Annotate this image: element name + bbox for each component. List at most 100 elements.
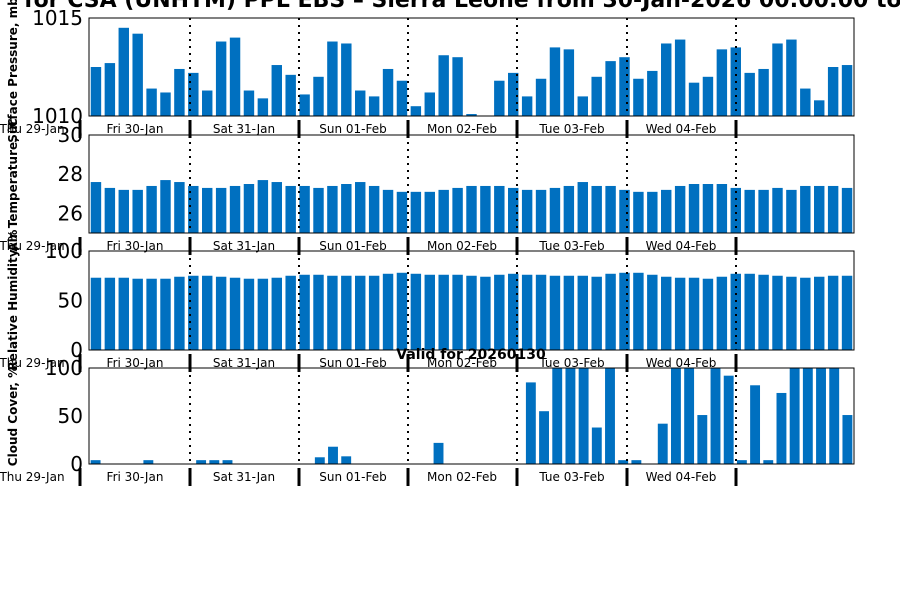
- panel3-bar: [285, 275, 296, 350]
- x-day-label: Wed 04-Feb: [646, 122, 717, 136]
- y-tick-label: 50: [58, 404, 83, 428]
- panel2-bar: [827, 185, 839, 233]
- panel3-bar: [396, 272, 408, 350]
- x-day-label: Sat 31-Jan: [213, 239, 275, 253]
- x-day-label: Sun 01-Feb: [319, 470, 387, 484]
- x-day-label: Mon 02-Feb: [427, 239, 497, 253]
- panel2-bar: [410, 191, 422, 233]
- panel1-bar: [619, 57, 630, 116]
- panel4-bar: [605, 368, 615, 464]
- panel4-bar: [143, 460, 154, 464]
- panel1-bar: [285, 74, 296, 116]
- panel1-bar: [132, 33, 143, 116]
- y-tick-label: 1010: [32, 104, 83, 128]
- panel2-bar: [480, 185, 491, 233]
- panel4-bar: [631, 460, 642, 464]
- panel3-bar: [174, 276, 185, 350]
- panel1-bar: [202, 90, 213, 116]
- panel4-bar: [222, 460, 233, 464]
- panel1-bar: [271, 65, 282, 116]
- panel4-bar: [684, 368, 695, 464]
- panel4-bar: [763, 460, 774, 464]
- panel4-bar: [697, 415, 708, 464]
- panel2-bar: [508, 187, 519, 233]
- panel3-bar: [229, 277, 241, 350]
- x-day-label: Wed 04-Feb: [646, 356, 717, 370]
- panel1-bar: [521, 96, 533, 116]
- panel2-bar: [605, 185, 616, 233]
- x-day-label: Fri 30-Jan: [107, 356, 164, 370]
- panel3-bar: [800, 277, 811, 350]
- panel1-bar: [508, 72, 519, 116]
- panel4-bar: [829, 368, 840, 464]
- panel3-bar: [452, 274, 463, 350]
- x-day-label: Sun 01-Feb: [319, 356, 387, 370]
- panel1-bar: [466, 114, 477, 116]
- panel1-bar: [341, 43, 352, 117]
- panel1-bar: [90, 67, 102, 116]
- panel3-bar: [313, 274, 324, 350]
- panel3-bar: [619, 272, 630, 350]
- panel3-bar: [118, 277, 129, 350]
- panel1-bar: [758, 68, 769, 116]
- panel3-bar: [355, 275, 366, 350]
- panel4-bar: [578, 368, 589, 464]
- panel1-bar: [591, 76, 602, 116]
- panel1-bar: [299, 94, 310, 116]
- panel4-bar: [525, 382, 536, 464]
- panel3-bar: [243, 278, 255, 350]
- panel3-bar: [647, 274, 658, 350]
- y-axis-label: Surface Pressure, mb: [6, 0, 20, 143]
- panel3-bar: [368, 275, 380, 350]
- panel4-bar: [802, 368, 813, 464]
- panel1-bar: [772, 43, 783, 117]
- x-day-label: Tue 03-Feb: [538, 122, 604, 136]
- panel3-bar: [160, 278, 171, 350]
- y-tick-label: 100: [45, 239, 83, 263]
- panel3-bar: [633, 272, 644, 350]
- panel2-bar: [368, 185, 380, 233]
- panel2-bar: [257, 180, 269, 233]
- panel3-bar: [591, 276, 602, 350]
- x-day-label: Sat 31-Jan: [213, 470, 275, 484]
- panel1-bar: [549, 47, 561, 116]
- panel4-bar: [90, 460, 101, 464]
- panel2-bar: [271, 182, 282, 233]
- panel1-bar: [744, 72, 755, 116]
- panel2-bar: [647, 191, 658, 233]
- panel2-bar: [438, 189, 449, 233]
- panel1-bar: [605, 61, 616, 116]
- panel2-bar: [591, 185, 602, 233]
- panel4-bar: [591, 427, 602, 464]
- panel1-bar: [174, 68, 185, 116]
- panel2-bar: [744, 189, 755, 233]
- panel2-bar: [118, 189, 129, 233]
- panel1-bar: [563, 49, 575, 116]
- panel3-bar: [424, 274, 435, 350]
- x-day-label: Mon 02-Feb: [427, 356, 497, 370]
- panel3-bar: [299, 274, 310, 350]
- panel1-frame: [88, 17, 855, 117]
- panel2-bar: [730, 187, 741, 233]
- panel4-bar: [723, 375, 734, 464]
- y-axis-label: Relative Humidity, %: [6, 230, 20, 371]
- x-day-label: Wed 04-Feb: [646, 470, 717, 484]
- panel1-bar: [688, 82, 700, 116]
- x-day-label: Fri 30-Jan: [107, 470, 164, 484]
- panel2-bar: [633, 191, 644, 233]
- panel2-bar: [549, 187, 561, 233]
- panel3-bar: [410, 273, 422, 350]
- panel4-bar: [816, 368, 826, 464]
- panel3-bar: [438, 274, 449, 350]
- panel2-bar: [466, 185, 477, 233]
- x-first-day-label: Thu 29-Jan: [0, 356, 65, 370]
- panel1-bar: [452, 57, 463, 116]
- panel1-bar: [368, 96, 380, 116]
- panel2-bar: [716, 184, 728, 233]
- panel2-bar: [786, 189, 797, 233]
- panel1-bar: [800, 88, 811, 116]
- panel4-bar: [565, 368, 576, 464]
- y-axis-label: Cloud Cover, %: [6, 366, 20, 466]
- panel3-bar: [841, 275, 853, 350]
- x-first-day-label: Thu 29-Jan: [0, 122, 65, 136]
